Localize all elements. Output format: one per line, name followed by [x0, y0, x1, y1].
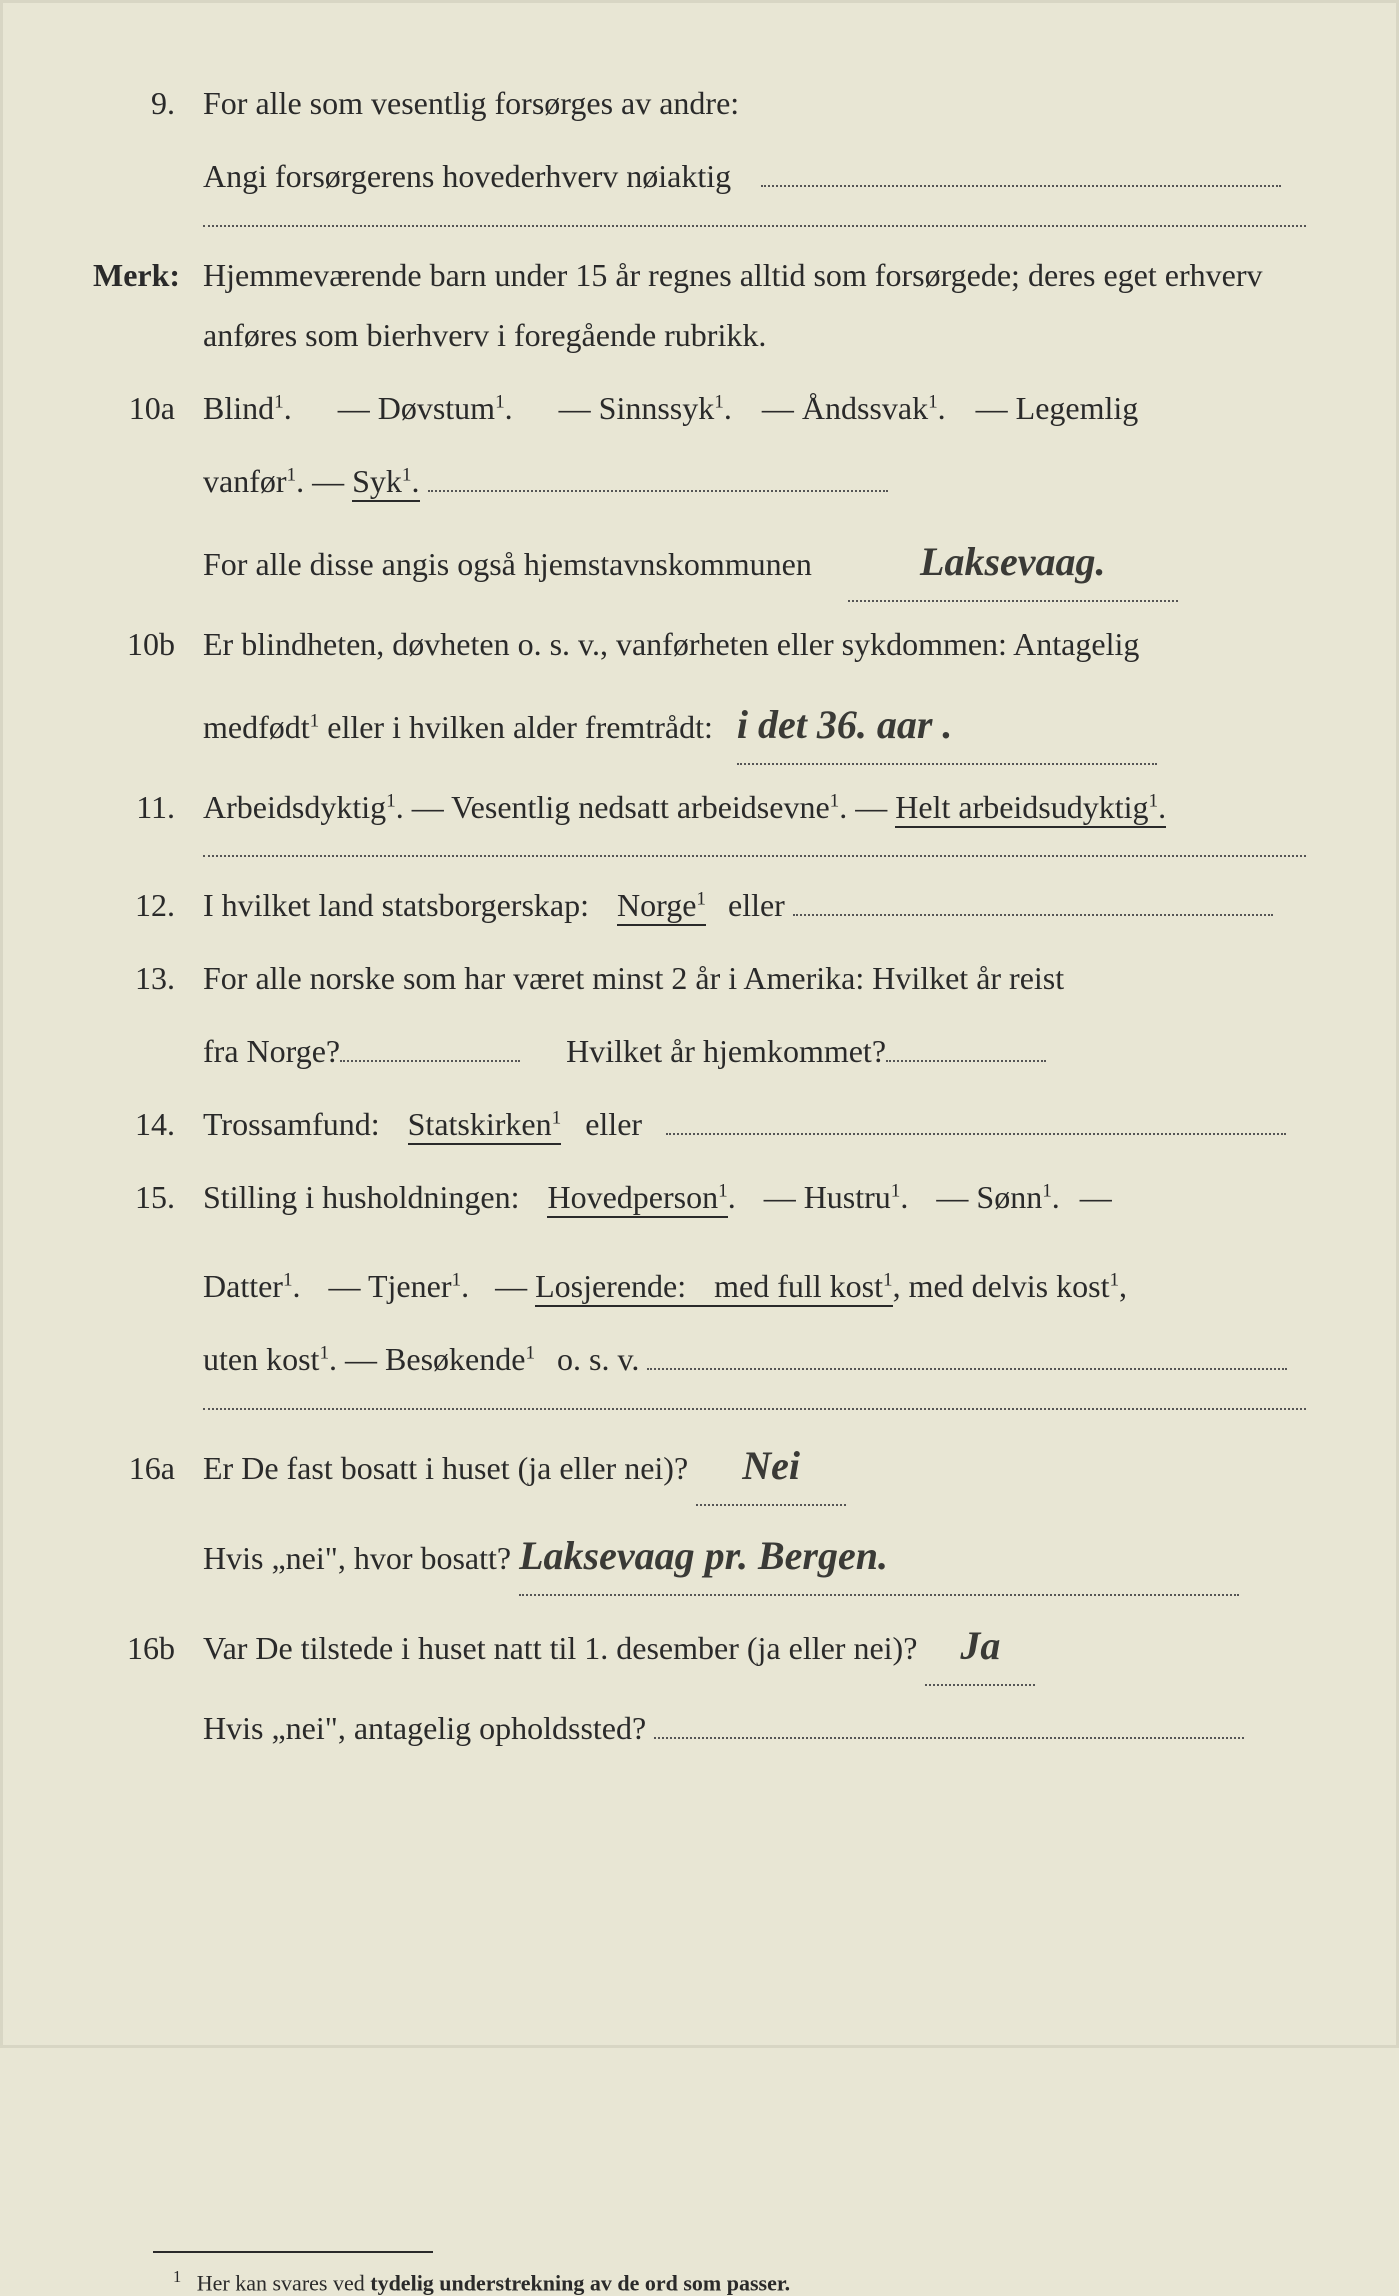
opt-legemlig: Legemlig [1016, 390, 1139, 426]
q10b-line1: 10b Er blindheten, døvheten o. s. v., va… [93, 614, 1306, 675]
spacer [93, 1771, 1306, 2191]
opt-besokende: Besøkende [385, 1341, 525, 1377]
q11-number: 11. [93, 777, 203, 838]
q10a-number: 10a [93, 378, 203, 439]
q10b-line2: medfødt1 eller i hvilken alder fremtrådt… [93, 687, 1306, 765]
handwriting-kommune: Laksevaag. [920, 524, 1106, 600]
q12-number: 12. [93, 875, 203, 936]
handwriting-nei: Nei [742, 1428, 800, 1504]
handwriting-bosatt: Laksevaag pr. Bergen. [519, 1518, 888, 1594]
handwriting-age: i det 36. aar . [737, 687, 953, 763]
q15-line1: 15. Stilling i husholdningen: Hovedperso… [93, 1167, 1306, 1265]
opt-udyktig-selected: Helt arbeidsudyktig1. [895, 789, 1166, 828]
opt-sonn: Sønn [976, 1179, 1042, 1215]
blank-line [666, 1133, 1286, 1135]
q16b-line2: Hvis „nei", antagelig opholdssted? [93, 1698, 1306, 1759]
q15-line2: Datter1. — Tjener1. — Losjerende: med fu… [93, 1256, 1306, 1317]
opt-dovstum: Døvstum [378, 390, 495, 426]
q10a-line3: For alle disse angis også hjemstavnskomm… [93, 524, 1306, 602]
fast-bosatt-field: Nei [696, 1428, 846, 1506]
footnote: 1 Her kan svares ved tydelig understrekn… [173, 2267, 1306, 2296]
q13-number: 13. [93, 948, 203, 1009]
opt-andssvak: Åndssvak [802, 390, 928, 426]
opt-losjerende-selected: Losjerende: med full kost1 [535, 1268, 893, 1307]
wavy-mark [571, 1230, 761, 1244]
q16a-number: 16a [93, 1438, 203, 1499]
handwriting-ja: Ja [960, 1608, 1000, 1684]
footnote-rule [153, 2251, 433, 2253]
blank-line [793, 914, 1273, 916]
q14-number: 14. [93, 1094, 203, 1155]
blank-line [654, 1737, 1244, 1739]
q9-number: 9. [93, 73, 203, 134]
q9-line1: 9. For alle som vesentlig forsørges av a… [93, 73, 1306, 134]
divider [203, 225, 1306, 227]
opt-hovedperson-selected: Hovedperson1 [547, 1179, 727, 1218]
opt-uten-kost: uten kost [203, 1341, 319, 1377]
q16a-line1: 16a Er De fast bosatt i huset (ja eller … [93, 1428, 1306, 1506]
q10a-line2: vanfør1. — Syk1. [93, 451, 1306, 512]
divider [203, 855, 1306, 857]
merk-note: Merk: Hjemmeværende barn under 15 år reg… [93, 245, 1306, 367]
q9-text1: For alle som vesentlig forsørges av andr… [203, 73, 1306, 134]
opt-statskirken-selected: Statskirken1 [408, 1106, 562, 1145]
opt-sinnssyk: Sinnssyk [599, 390, 715, 426]
q13-line1: 13. For alle norske som har været minst … [93, 948, 1306, 1009]
q11: 11. Arbeidsdyktig1. — Vesentlig nedsatt … [93, 777, 1306, 838]
q14: 14. Trossamfund: Statskirken1 eller [93, 1094, 1306, 1155]
merk-label: Merk: [93, 245, 203, 306]
q16a-line2: Hvis „nei", hvor bosatt? Laksevaag pr. B… [93, 1518, 1306, 1596]
merk-text: Hjemmeværende barn under 15 år regnes al… [203, 245, 1306, 367]
q13-line2: fra Norge? Hvilket år hjemkommet? [93, 1021, 1306, 1082]
q10a-line1: 10a Blind1. — Døvstum1. — Sinnssyk1. — Å… [93, 378, 1306, 439]
q15-line3: uten kost1. — Besøkende1 o. s. v. [93, 1329, 1306, 1390]
opt-tjener: Tjener [368, 1268, 452, 1304]
opt-norge-selected: Norge1 [617, 887, 706, 926]
opt-datter: Datter [203, 1268, 283, 1304]
bosatt-field: Laksevaag pr. Bergen. [519, 1518, 1239, 1596]
opt-arbeidsdyktig: Arbeidsdyktig [203, 789, 386, 825]
opt-hustru: Hustru [804, 1179, 891, 1215]
blank-line [428, 490, 888, 492]
q9-text2: Angi forsørgerens hovederhverv nøiaktig [203, 146, 1306, 207]
blank-line [886, 1060, 1046, 1062]
age-field: i det 36. aar . [737, 687, 1157, 765]
q16b-line1: 16b Var De tilstede i huset natt til 1. … [93, 1608, 1306, 1686]
opt-delvis-kost: med delvis kost [909, 1268, 1110, 1304]
kommune-field: Laksevaag. [848, 524, 1178, 602]
opt-nedsatt: Vesentlig nedsatt arbeidsevne [451, 789, 830, 825]
opt-syk-selected: Syk1. [352, 463, 419, 502]
blank-line [647, 1368, 1287, 1370]
q15-number: 15. [93, 1167, 203, 1228]
q10b-number: 10b [93, 614, 203, 675]
q12: 12. I hvilket land statsborgerskap: Norg… [93, 875, 1306, 936]
tilstede-field: Ja [925, 1608, 1035, 1686]
divider [203, 1408, 1306, 1410]
q16b-number: 16b [93, 1618, 203, 1679]
blank-line [761, 185, 1281, 187]
q9-line2: Angi forsørgerens hovederhverv nøiaktig [93, 146, 1306, 207]
opt-vanfor: vanfør [203, 463, 287, 499]
blank-line [340, 1060, 520, 1062]
opt-blind: Blind [203, 390, 274, 426]
